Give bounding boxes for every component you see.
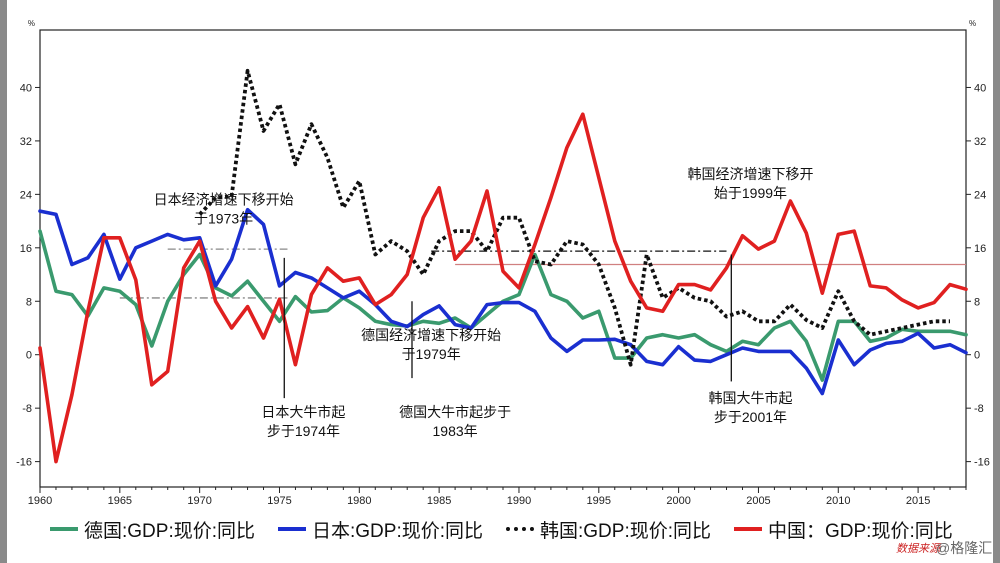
y-tick-label-left: -16 xyxy=(16,457,32,469)
y-tick-label-right: 32 xyxy=(974,136,986,148)
legend-item-germany: 德国:GDP:现价:同比 xyxy=(50,516,255,542)
x-tick-label: 1970 xyxy=(187,495,211,507)
y-tick-label-left: -8 xyxy=(22,403,32,415)
annotation-jp-slow: 日本经济增速下移开始于1973年 xyxy=(154,191,294,226)
legend-label-korea: 韩国:GDP:现价:同比 xyxy=(540,520,712,542)
annotation-line: 步于2001年 xyxy=(714,409,787,425)
legend: 德国:GDP:现价:同比 日本:GDP:现价:同比 韩国:GDP:现价:同比 中… xyxy=(40,512,990,546)
annotation-line: 德国经济增速下移开始 xyxy=(361,327,501,343)
x-tick-label: 1965 xyxy=(108,495,132,507)
x-tick-label: 1960 xyxy=(28,495,52,507)
annotation-line: 于1973年 xyxy=(194,210,253,226)
y-tick-label-right: 16 xyxy=(974,243,986,255)
legend-label-china: 中国：GDP:现价:同比 xyxy=(768,520,953,542)
y-tick-label-right: 24 xyxy=(974,189,986,201)
y-tick-label-left: 40 xyxy=(20,82,32,94)
annotation-kr-bull: 韩国大牛市起步于2001年 xyxy=(708,390,792,425)
annotation-line: 步于1974年 xyxy=(267,423,340,439)
y-tick-label-left: 8 xyxy=(26,296,32,308)
legend-label-japan: 日本:GDP:现价:同比 xyxy=(312,520,484,542)
x-tick-label: 2015 xyxy=(906,495,930,507)
axes: 40 40 32 32 24 24 16 16 8 8 0 0 -8 -8 -16 -16% % 1960 1965… xyxy=(16,19,990,507)
y-tick-label-right: -8 xyxy=(974,403,984,415)
legend-item-china: 中国：GDP:现价:同比 xyxy=(734,516,953,542)
y-tick-label-right: 0 xyxy=(974,350,980,362)
watermark: @格隆汇 xyxy=(936,540,993,556)
x-tick-label: 2005 xyxy=(746,495,770,507)
y-tick-label-left: 16 xyxy=(20,243,32,255)
source-note: 数据来源 xyxy=(896,543,940,555)
y-tick-label-left: 24 xyxy=(20,189,32,201)
legend-item-japan: 日本:GDP:现价:同比 xyxy=(278,516,483,542)
y-unit-right: % xyxy=(969,19,976,28)
x-tick-label: 1990 xyxy=(507,495,531,507)
legend-label-germany: 德国:GDP:现价:同比 xyxy=(84,520,256,542)
y-unit-left: % xyxy=(28,19,35,28)
x-tick-label: 2010 xyxy=(826,495,850,507)
x-tick-label: 2000 xyxy=(666,495,690,507)
series-line-1 xyxy=(38,207,968,396)
x-tick-label: 1985 xyxy=(427,495,451,507)
x-tick-label: 1975 xyxy=(267,495,291,507)
right-border xyxy=(993,0,1000,563)
y-tick-label-left: 0 xyxy=(26,350,32,362)
annotation-de-bull: 德国大牛市起步于 1983年 xyxy=(399,404,511,439)
y-tick-label-right: 40 xyxy=(974,82,986,94)
annotation-de-slow: 德国经济增速下移开始于1979年 xyxy=(361,327,501,362)
annotation-kr-slow: 韩国经济增速下移开始于1999年 xyxy=(687,166,813,201)
left-border xyxy=(0,0,7,563)
x-tick-label: 1995 xyxy=(587,495,611,507)
annotations: 日本经济增速下移开始于1973年日本大牛市起步于1974年德国经济增速下移开始于… xyxy=(154,166,814,439)
series-line-2 xyxy=(198,68,950,367)
gdp-growth-chart: 40 40 32 32 24 24 16 16 8 8 0 0 -8 -8 -16 -16% % 1960 1965… xyxy=(16,19,990,507)
annotation-line: 日本大牛市起 xyxy=(261,404,345,420)
annotation-line: 韩国经济增速下移开 xyxy=(687,166,813,182)
series-line-3 xyxy=(38,112,968,464)
annotation-line: 韩国大牛市起 xyxy=(708,390,792,406)
annotation-jp-bull: 日本大牛市起步于1974年 xyxy=(261,404,345,439)
y-tick-label-right: 8 xyxy=(974,296,980,308)
series-group xyxy=(38,68,968,464)
marker-lines xyxy=(283,254,732,399)
annotation-line: 日本经济增速下移开始 xyxy=(154,191,294,207)
annotation-line: 始于1999年 xyxy=(714,185,787,201)
legend-swatch-china xyxy=(734,527,762,531)
legend-swatch-korea xyxy=(506,527,534,531)
y-tick-label-right: -16 xyxy=(974,457,990,469)
legend-item-korea: 韩国:GDP:现价:同比 xyxy=(506,516,711,542)
y-tick-label-left: 32 xyxy=(20,136,32,148)
annotation-line: 于1979年 xyxy=(402,346,461,362)
annotation-line: 1983年 xyxy=(433,423,478,439)
x-tick-label: 1980 xyxy=(347,495,371,507)
annotation-line: 德国大牛市起步于 xyxy=(399,404,511,420)
legend-swatch-japan xyxy=(278,527,306,531)
legend-swatch-germany xyxy=(50,527,78,531)
